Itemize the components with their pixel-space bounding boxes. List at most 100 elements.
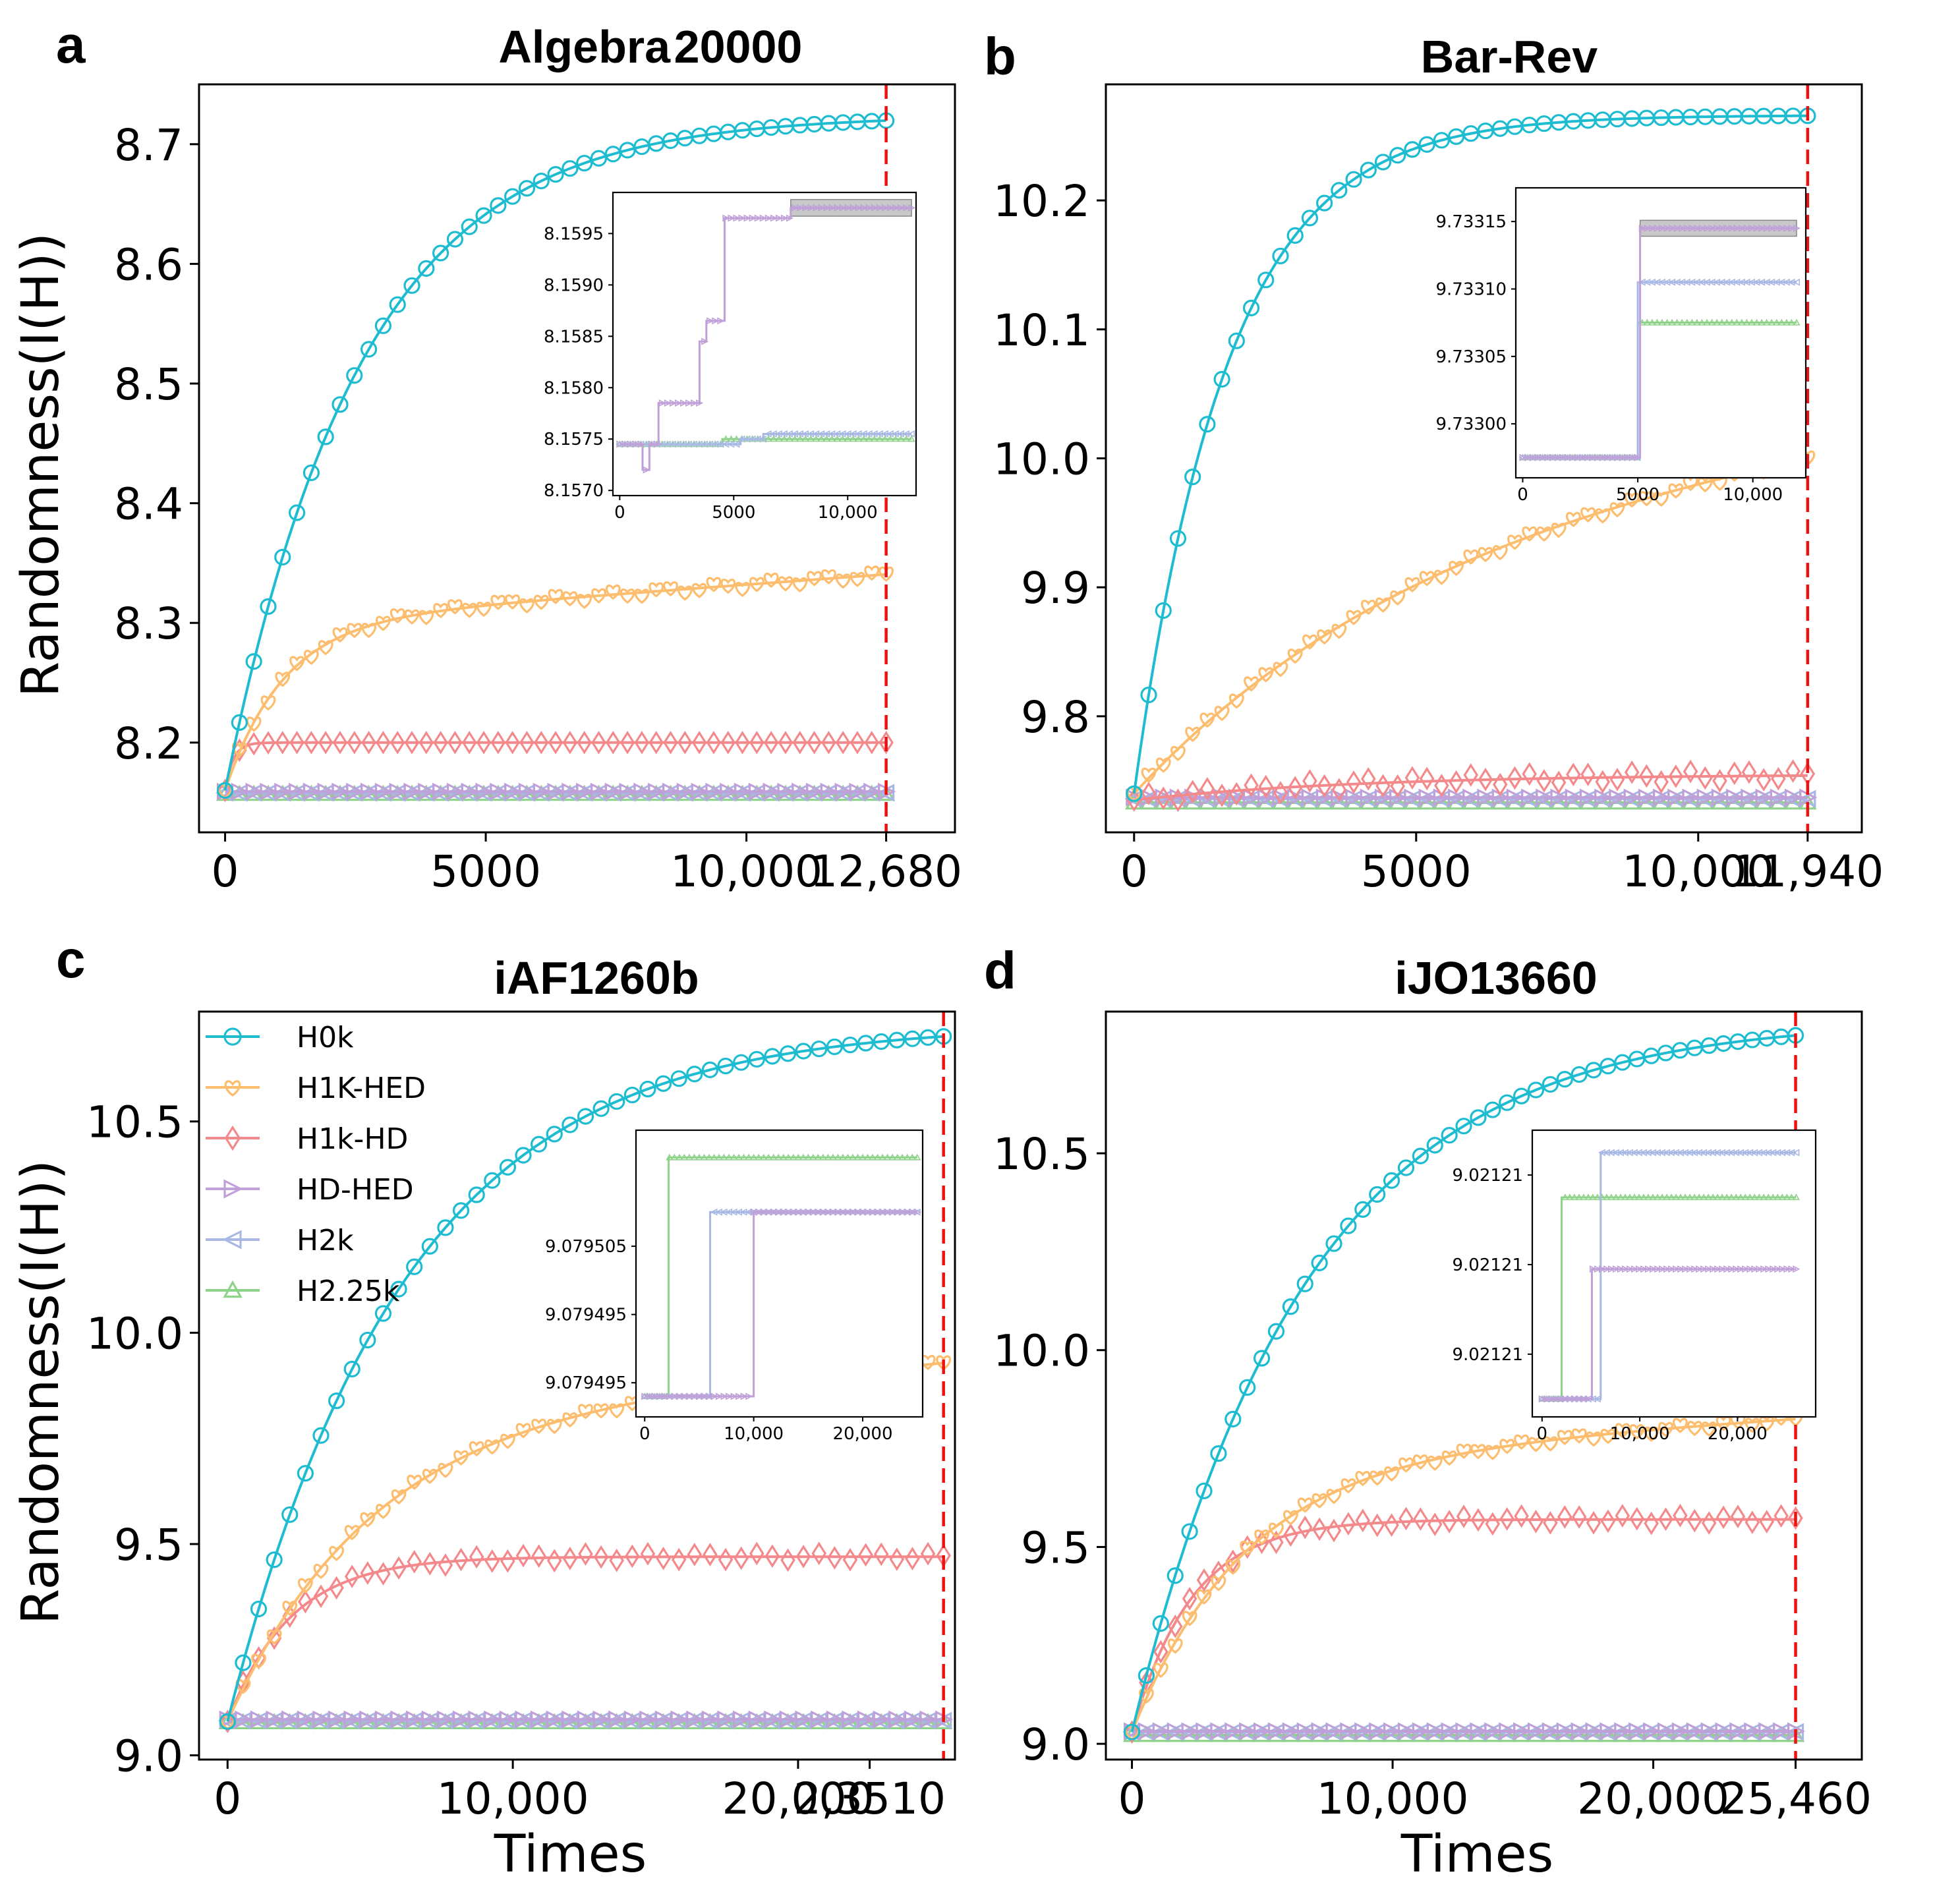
data-point-HD-HED [842,1710,860,1729]
data-point-H1k-HD [1182,1586,1197,1611]
inset-point-HD-HED [807,204,815,212]
inset-point-H2.25k [908,435,915,442]
data-point-H1K-HED [1485,1445,1501,1460]
inset-point-HD-HED [1691,1265,1699,1273]
data-point-HD-HED [608,1710,627,1729]
data-point-H1k-HD [298,1590,313,1614]
inset-point-H2.25k [881,435,889,442]
data-point-HD-HED [1623,788,1642,807]
data-point-H1k-HD [795,1545,811,1568]
inset-point-HD-HED [1607,1265,1615,1273]
data-point-H0k [1286,227,1304,244]
data-point-HD-HED [919,1710,938,1729]
inset-point-HD-HED [1569,453,1577,461]
data-point-HD-HED [1667,788,1686,807]
inset-y-tick-label: 9.02121 [1452,1255,1523,1275]
inset-point-HD-HED [743,214,751,222]
data-point-H0k [1311,1254,1328,1271]
inset-point-H2.25k [1617,1193,1625,1201]
data-point-H0k [764,1048,781,1065]
panel-title: iJO13660 [1395,952,1597,1004]
legend-entry: H2.25k [206,1275,400,1308]
data-point-HD-HED [1711,788,1730,807]
data-point-H0k [1296,1275,1313,1292]
data-point-H1k-HD [1551,770,1567,795]
inset-point-H2.25k [844,435,852,442]
series-line-H0k [226,1035,944,1722]
y-tick-label: 9.5 [1021,1522,1090,1573]
data-point-HD-HED [623,1710,642,1729]
inset-point-H2.25k [904,1153,911,1161]
data-point-H1K-HED [778,576,793,592]
inset-point-H2.25k [833,435,841,442]
data-point-HD-HED [779,1710,798,1729]
inset-point-HD-HED [1552,1395,1560,1403]
data-point-H1K-HED [1196,1589,1212,1605]
inset-point-HD-HED [717,317,725,325]
data-point-HD-HED [1167,1722,1185,1740]
inset-point-HD-HED [865,204,873,212]
inset-series-HD-HED [616,204,916,474]
inset-point-HD-HED [656,1392,664,1400]
data-point-H1k-HD [889,1547,905,1571]
data-point-H1k-HD [677,730,693,755]
data-point-HD-HED [670,1710,689,1729]
inset-point-HD-HED [1554,453,1562,461]
inset-point-HD-HED [1612,1265,1620,1273]
data-point-H0k [717,1057,734,1075]
data-point-H0k [1184,468,1201,486]
data-point-H0k [343,1360,360,1378]
data-point-HD-HED [639,1710,658,1729]
inset-point-H2.25k [1643,318,1651,326]
inset-point-HD-HED [1683,224,1691,232]
data-point-H1k-HD [1727,761,1742,786]
data-point-H1K-HED [1629,1424,1645,1440]
inset-point-H2.25k [1746,1193,1754,1201]
inset-point-HD-HED [1589,1265,1597,1273]
data-point-HD-HED [720,782,738,801]
inset-point-H2.25k [764,435,772,442]
data-point-HD-HED [421,1710,440,1729]
data-point-HD-HED [343,1710,362,1729]
data-point-H1K-HED [1369,1470,1385,1486]
data-point-H1K-HED [706,577,722,592]
data-point-H1K-HED [807,571,822,587]
data-point-H0k [490,197,507,214]
data-point-H0k [359,1331,376,1349]
inset-point-HD-HED [722,214,730,222]
inset-point-HD-HED [871,204,879,212]
data-point-H1k-HD [780,1548,795,1572]
inset-point-HD-HED [1705,1265,1713,1273]
series-line-H1K-HED [1133,457,1808,795]
data-point-HD-HED [562,1710,580,1729]
data-point-H1k-HD [591,730,606,755]
data-point-H1k-HD [275,730,291,755]
inset-point-H2.25k [1621,1193,1629,1201]
legend-entry: H2k [206,1224,354,1257]
inset-point-HD-HED [850,204,857,212]
inset-point-H2k [1793,278,1801,286]
inset-point-HD-HED [643,466,650,474]
inset-point-HD-HED [691,399,699,407]
data-point-H0k [1374,154,1392,171]
data-point-H1K-HED [251,1653,266,1669]
inset-point-HD-HED [813,204,821,212]
data-point-H1k-HD [304,730,319,755]
inset-point-HD-HED [889,1208,897,1216]
data-point-H1k-HD [1185,780,1200,804]
series-layer [217,1028,954,1734]
data-point-H1k-HD [718,1547,734,1572]
inset-point-HD-HED [666,1392,674,1400]
data-point-HD-HED [1579,788,1598,807]
data-point-H1K-HED [1478,547,1493,563]
data-point-H1k-HD [577,730,592,755]
data-point-H1K-HED [1492,545,1508,561]
series-H1k-HD [1126,759,1816,813]
data-point-H1K-HED [1697,477,1713,493]
data-point-HD-HED [1447,788,1466,807]
inset-point-H2.25k [853,1153,862,1161]
data-point-H1k-HD [404,730,420,755]
data-point-H1K-HED [246,716,262,732]
data-point-H1k-HD [1571,1505,1587,1529]
